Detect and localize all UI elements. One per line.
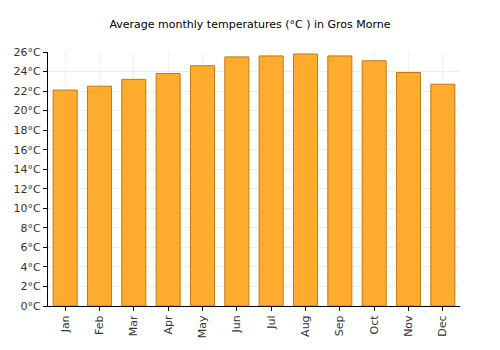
svg-text:Aug: Aug — [299, 315, 312, 336]
svg-text:Sep: Sep — [333, 315, 346, 336]
svg-text:Dec: Dec — [436, 315, 449, 336]
svg-text:Apr: Apr — [162, 315, 175, 335]
svg-text:4°C: 4°C — [21, 261, 41, 274]
svg-text:Jan: Jan — [59, 315, 72, 333]
svg-text:6°C: 6°C — [21, 241, 41, 254]
svg-text:22°C: 22°C — [14, 85, 41, 98]
svg-text:2°C: 2°C — [21, 280, 41, 293]
svg-text:24°C: 24°C — [14, 65, 41, 78]
svg-text:16°C: 16°C — [14, 144, 41, 157]
svg-text:0°C: 0°C — [21, 300, 41, 313]
svg-text:12°C: 12°C — [14, 183, 41, 196]
svg-text:10°C: 10°C — [14, 202, 41, 215]
svg-text:18°C: 18°C — [14, 124, 41, 137]
svg-text:Jul: Jul — [265, 315, 278, 329]
svg-text:May: May — [196, 315, 209, 338]
svg-text:Mar: Mar — [127, 315, 140, 336]
svg-text:20°C: 20°C — [14, 104, 41, 117]
svg-text:Jun: Jun — [230, 315, 243, 333]
svg-text:8°C: 8°C — [21, 222, 41, 235]
svg-text:Oct: Oct — [368, 315, 381, 335]
svg-text:26°C: 26°C — [14, 46, 41, 59]
svg-text:Nov: Nov — [402, 315, 415, 337]
svg-text:14°C: 14°C — [14, 163, 41, 176]
svg-text:Feb: Feb — [93, 315, 106, 334]
svg-text:Average monthly temperatures (: Average monthly temperatures (°C ) in Gr… — [109, 18, 390, 31]
